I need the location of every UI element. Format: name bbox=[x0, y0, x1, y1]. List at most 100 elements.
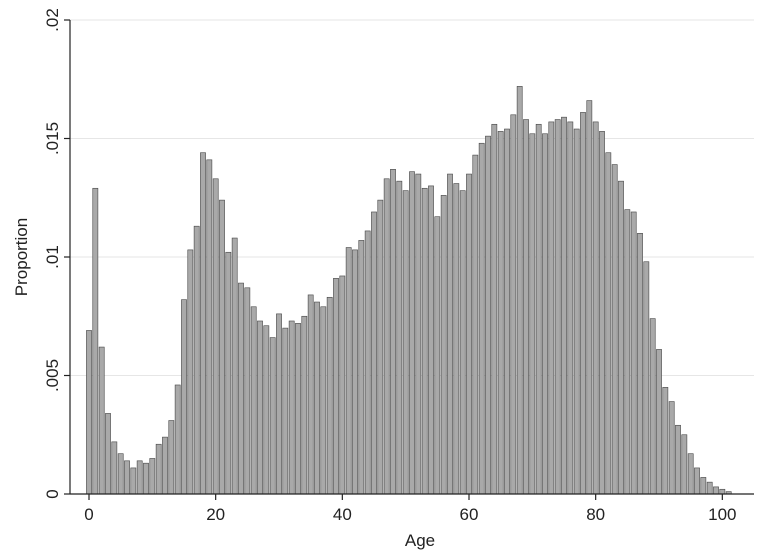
histogram-bar bbox=[459, 190, 466, 495]
histogram-bar bbox=[668, 401, 675, 495]
histogram-bar bbox=[333, 278, 339, 495]
histogram-bar bbox=[580, 112, 586, 495]
histogram-bar bbox=[225, 251, 232, 495]
histogram-bar bbox=[497, 131, 504, 495]
x-tick-label: 0 bbox=[84, 505, 93, 524]
histogram-bar bbox=[554, 119, 561, 495]
histogram-bar bbox=[453, 183, 460, 495]
histogram-bar bbox=[219, 199, 225, 495]
histogram-bar bbox=[377, 199, 384, 495]
histogram-bar bbox=[301, 315, 308, 495]
histogram-bar bbox=[504, 128, 510, 495]
histogram-bar bbox=[339, 275, 346, 495]
histogram-bar bbox=[187, 249, 194, 495]
x-tick-label: 100 bbox=[708, 505, 736, 524]
histogram-bar bbox=[250, 306, 257, 495]
histogram-bar bbox=[415, 173, 422, 495]
histogram-bar bbox=[314, 301, 320, 495]
histogram-bar bbox=[573, 128, 580, 495]
histogram-bar bbox=[409, 171, 415, 495]
y-tick-label: .005 bbox=[43, 359, 62, 392]
histogram-bar bbox=[542, 133, 548, 495]
histogram-bar bbox=[390, 169, 396, 495]
histogram-bar bbox=[466, 173, 472, 495]
histogram-bar bbox=[155, 443, 162, 495]
histogram-bar bbox=[529, 133, 536, 495]
histogram-bar bbox=[624, 209, 631, 495]
histogram-bar bbox=[358, 240, 365, 495]
bars-layer bbox=[86, 86, 732, 495]
histogram-bar bbox=[371, 211, 377, 495]
x-tick-label: 20 bbox=[206, 505, 225, 524]
histogram-bar bbox=[485, 135, 491, 495]
histogram-bar bbox=[98, 346, 105, 495]
histogram-bar bbox=[713, 486, 719, 495]
histogram-bar bbox=[320, 306, 327, 495]
histogram-bar bbox=[662, 387, 669, 495]
histogram-bar bbox=[193, 225, 200, 495]
y-tick-label: 0 bbox=[43, 489, 62, 498]
histogram-bar bbox=[396, 180, 403, 495]
histogram-bar bbox=[383, 178, 390, 495]
histogram-bar bbox=[567, 121, 574, 495]
histogram-bar bbox=[630, 211, 637, 495]
histogram-bar bbox=[276, 313, 282, 495]
histogram-bar bbox=[440, 195, 447, 495]
histogram-bar bbox=[257, 320, 263, 495]
histogram-bar bbox=[295, 323, 301, 495]
histogram-bar bbox=[478, 142, 485, 495]
histogram-bar bbox=[681, 434, 688, 495]
histogram-bar bbox=[181, 299, 187, 495]
histogram-bar bbox=[706, 481, 713, 495]
histogram-bar bbox=[364, 230, 371, 495]
histogram-bar bbox=[231, 237, 238, 495]
x-tick-label: 60 bbox=[460, 505, 479, 524]
histogram-bar bbox=[117, 453, 124, 495]
histogram-bar bbox=[535, 123, 542, 495]
histogram-bar bbox=[516, 86, 523, 495]
histogram-bar bbox=[605, 152, 612, 495]
histogram-bar bbox=[345, 247, 352, 495]
histogram-bar bbox=[649, 318, 656, 495]
histogram-bar bbox=[656, 349, 662, 495]
histogram-bar bbox=[700, 477, 707, 495]
histogram-bar bbox=[548, 121, 555, 495]
histogram-bar bbox=[523, 119, 529, 495]
histogram-bar bbox=[402, 190, 409, 495]
x-tick-label: 80 bbox=[586, 505, 605, 524]
histogram-bar bbox=[162, 436, 168, 495]
y-tick-label: .02 bbox=[43, 8, 62, 32]
histogram-bar bbox=[352, 249, 358, 495]
histogram-bar bbox=[206, 159, 213, 495]
histogram-bar bbox=[618, 180, 624, 495]
histogram-bar bbox=[599, 131, 605, 495]
y-tick-label: .01 bbox=[43, 245, 62, 269]
x-axis-title: Age bbox=[405, 531, 435, 550]
histogram-bar bbox=[149, 458, 156, 495]
histogram-bar bbox=[124, 460, 130, 495]
histogram-bar bbox=[637, 233, 643, 495]
histogram-bar bbox=[611, 164, 618, 495]
histogram-bar bbox=[136, 460, 143, 495]
ticks-layer: 0 .005 .01 .015 .02 0 20 40 60 80 100 bbox=[43, 8, 737, 524]
histogram-bar bbox=[472, 154, 479, 495]
histogram-bar bbox=[130, 467, 137, 495]
histogram-bar bbox=[307, 294, 314, 495]
histogram-bar bbox=[491, 123, 498, 495]
histogram-bar bbox=[510, 114, 517, 495]
histogram-bar bbox=[200, 152, 206, 495]
y-axis-title: Proportion bbox=[12, 218, 31, 296]
histogram-bar bbox=[263, 325, 270, 495]
histogram-bar bbox=[687, 453, 694, 495]
histogram-bar bbox=[434, 216, 441, 495]
x-tick-label: 40 bbox=[333, 505, 352, 524]
histogram-bar bbox=[105, 413, 111, 495]
histogram-bar bbox=[447, 173, 453, 495]
histogram-bar bbox=[168, 420, 175, 495]
histogram-bar bbox=[269, 337, 276, 495]
histogram-bar bbox=[143, 462, 149, 495]
histogram-bar bbox=[174, 384, 181, 495]
histogram-bar bbox=[282, 327, 289, 495]
